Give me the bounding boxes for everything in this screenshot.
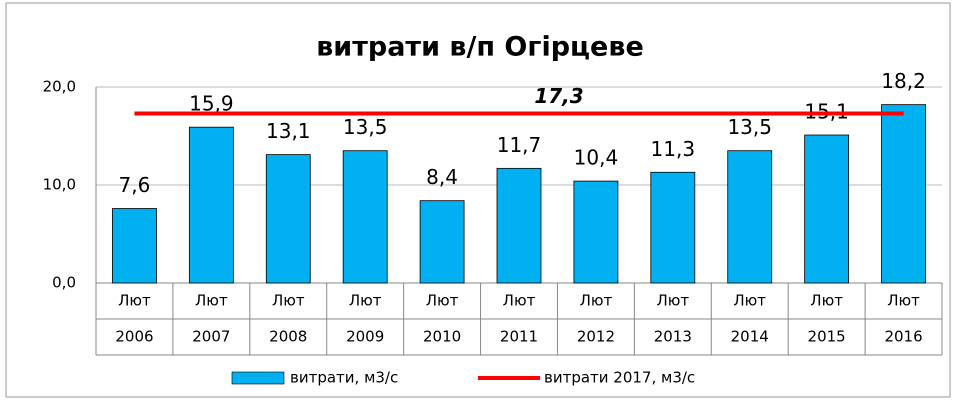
data-label: 7,6	[119, 173, 151, 197]
x-tick-label: 2010	[423, 328, 461, 346]
y-tick-label: 10,0	[43, 176, 76, 194]
x-tick-label: Лют	[195, 292, 228, 310]
x-tick-label: Лют	[426, 292, 459, 310]
data-label: 13,5	[343, 115, 388, 139]
chart-border	[5, 2, 951, 398]
x-tick-label: Лют	[503, 292, 536, 310]
data-label: 8,4	[426, 165, 458, 189]
bar	[804, 134, 850, 284]
bar	[496, 167, 542, 284]
legend-label: витрати, м3/с	[290, 369, 398, 387]
chart-title: витрати в/п Огірцеве	[316, 32, 644, 63]
x-tick-label: Лют	[272, 292, 305, 310]
legend-swatch	[231, 371, 285, 385]
x-tick-label: Лют	[118, 292, 151, 310]
x-tick-label: 2008	[269, 328, 307, 346]
x-tick-label: Лют	[349, 292, 382, 310]
x-tick-label: 2009	[346, 328, 384, 346]
x-tick-label: 2006	[115, 328, 153, 346]
bar	[265, 154, 311, 284]
x-tick-label: 2014	[731, 328, 769, 346]
bar	[881, 104, 926, 284]
bar	[188, 126, 234, 284]
x-tick-label: 2011	[500, 328, 538, 346]
data-label: 13,1	[266, 119, 311, 143]
data-label: 11,3	[651, 137, 696, 161]
x-tick-label: Лют	[733, 292, 766, 310]
x-tick-label: Лют	[656, 292, 689, 310]
data-label: 11,7	[497, 133, 542, 157]
x-tick-label: 2007	[192, 328, 230, 346]
data-label: 10,4	[574, 146, 619, 170]
bar	[573, 180, 619, 284]
bar	[650, 171, 696, 284]
x-tick-label: Лют	[580, 292, 613, 310]
x-tick-label: 2016	[884, 328, 922, 346]
x-tick-label: 2012	[577, 328, 615, 346]
x-tick-label: 2015	[808, 328, 846, 346]
bar	[727, 150, 773, 284]
data-label: 13,5	[727, 115, 772, 139]
bar	[112, 208, 157, 284]
x-tick-label: 2013	[654, 328, 692, 346]
x-tick-label: Лют	[810, 292, 843, 310]
data-label: 18,2	[881, 69, 926, 93]
y-tick-label: 20,0	[43, 78, 76, 96]
bar	[419, 200, 465, 284]
y-tick-label: 0,0	[52, 274, 76, 292]
bar	[342, 150, 388, 284]
legend-label: витрати 2017, м3/с	[544, 369, 695, 387]
reference-label: 17,3	[534, 84, 583, 108]
x-tick-label: Лют	[887, 292, 920, 310]
